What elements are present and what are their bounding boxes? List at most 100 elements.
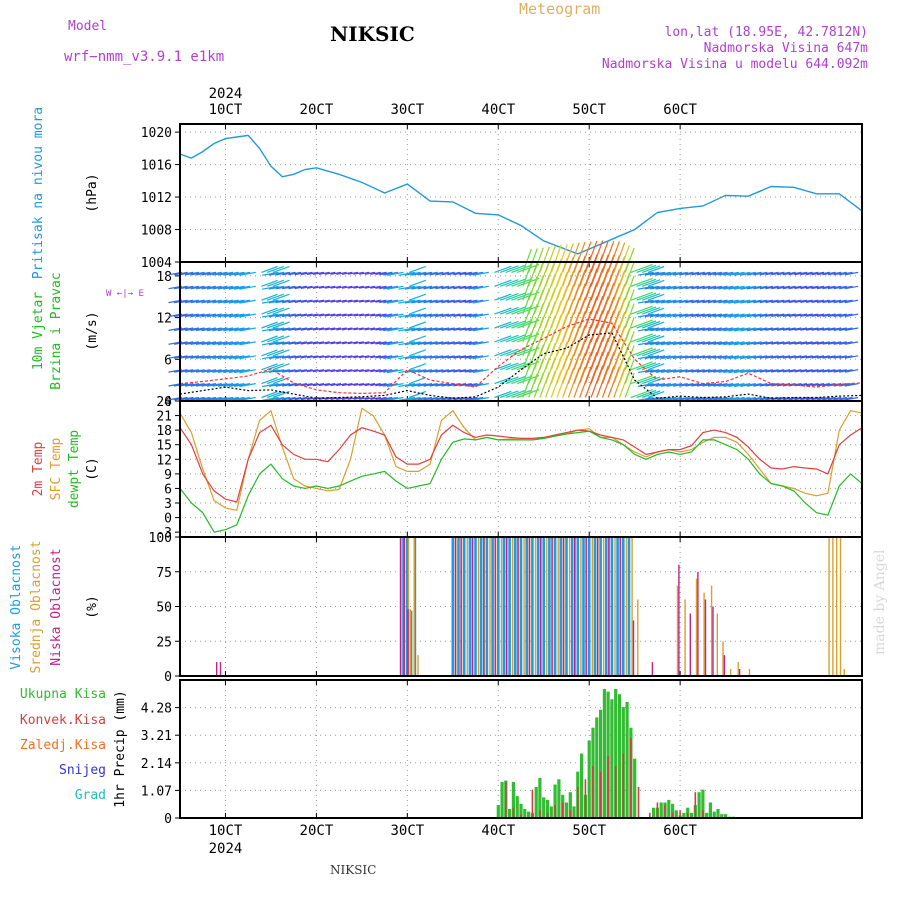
wind-arrow: [398, 355, 416, 360]
wind-arrow: [800, 341, 813, 345]
wind-arrow: [637, 285, 654, 290]
wind-arrow: [728, 383, 745, 388]
wind-arrow: [733, 341, 751, 346]
wind-arrow: [596, 254, 609, 287]
wind-arrow: [550, 356, 562, 384]
precip-convective-bar: [531, 789, 534, 818]
wind-arrow: [844, 355, 859, 359]
cloud-ylabel-mid: Srednja Oblacnost: [29, 540, 44, 673]
wind-arrow: [353, 299, 364, 303]
wind-arrow: [765, 355, 779, 359]
y-tick-label: 0: [164, 395, 172, 410]
wind-arrow: [644, 341, 660, 346]
wind-arrow: [429, 396, 444, 401]
wind-arrow: [312, 327, 325, 331]
wind-arrow: [411, 299, 427, 304]
wind-arrow: [404, 271, 421, 276]
wind-arrow: [833, 341, 847, 345]
wind-arrow: [636, 264, 657, 273]
wind-arrow: [545, 245, 556, 273]
wind-arrow: [472, 271, 489, 276]
wind-arrow: [636, 334, 657, 343]
wind-arrow: [822, 341, 836, 345]
precip-total-bar: [652, 807, 656, 818]
wind-arrow: [239, 299, 256, 304]
wind-arrow: [234, 355, 251, 360]
wind-arrow: [833, 271, 847, 276]
wind-arrow: [300, 341, 313, 345]
wind-arrow: [641, 265, 661, 273]
precip-total-bar: [557, 779, 561, 818]
wind-arrow: [630, 291, 653, 301]
wind-arrow: [794, 327, 808, 331]
wind-arrow: [386, 327, 404, 332]
wind-arrow: [556, 327, 568, 357]
wind-arrow: [696, 327, 711, 331]
wind-arrow: [383, 396, 399, 401]
wind-arrow: [179, 396, 194, 401]
wind-arrow: [411, 383, 427, 387]
wind-arrow: [765, 327, 779, 331]
wind-arrow: [223, 285, 239, 290]
cloud-high-bar: [559, 537, 563, 676]
wind-arrow: [728, 271, 745, 276]
wind-arrow: [494, 376, 512, 385]
wind-arrow: [550, 258, 562, 287]
wind-arrow: [666, 369, 683, 373]
wind-arrow: [839, 327, 853, 331]
wind-arrow: [370, 369, 381, 373]
wind-arrow: [408, 390, 427, 399]
wind-arrow: [641, 390, 661, 399]
wind-arrow: [811, 396, 825, 401]
precip-convective-bar: [505, 781, 507, 818]
wind-arrow: [341, 369, 353, 373]
wind-arrow: [441, 271, 455, 276]
wind-arrow: [330, 341, 342, 345]
wind-ylabel-1: 10m Vjetar: [31, 292, 46, 370]
wind-arrow: [644, 383, 660, 387]
wind-arrow: [423, 313, 438, 318]
precip-convective-bar: [614, 766, 617, 818]
wind-arrow: [494, 293, 512, 301]
watermark: made by Angel: [872, 549, 888, 656]
wind-arrow: [223, 369, 239, 373]
wind-arrow: [212, 341, 228, 346]
wind-arrow: [435, 383, 450, 387]
wind-arrow: [528, 317, 538, 343]
wind-arrow: [464, 285, 478, 290]
wind-arrow: [228, 369, 245, 374]
y-tick-label: 4.28: [141, 702, 172, 717]
wind-arrow: [353, 271, 364, 275]
wind-arrow: [364, 327, 376, 331]
precip-convective-bar: [664, 805, 666, 818]
wind-arrow: [261, 396, 279, 401]
wind-arrow: [275, 341, 291, 345]
y-tick-label: 75: [156, 566, 172, 581]
wind-arrow: [782, 396, 796, 401]
wind-arrow: [660, 396, 677, 401]
wind-arrow: [288, 396, 302, 401]
wind-arrow: [464, 341, 478, 345]
wind-arrow: [528, 248, 538, 273]
wind-arrow: [499, 306, 519, 315]
wind-arrow: [347, 355, 359, 359]
wind-arrow: [383, 355, 399, 359]
wind-arrow: [282, 327, 296, 331]
wind-arrow: [596, 351, 609, 384]
wind-arrow: [184, 271, 200, 276]
wind-arrow: [672, 341, 688, 346]
wind-arrow: [746, 396, 762, 401]
wind-arrow: [522, 318, 532, 343]
cloud-mid-bar: [625, 537, 628, 676]
wind-arrow: [637, 355, 654, 360]
wind-arrow: [827, 369, 842, 373]
wind-arrow: [453, 396, 467, 401]
footer-station: NIKSIC: [330, 863, 377, 877]
wind-arrow: [666, 285, 683, 290]
wind-arrow: [718, 369, 734, 373]
wind-arrow: [660, 313, 677, 318]
wind-arrow: [511, 264, 533, 273]
wind-arrow: [330, 327, 342, 331]
wind-arrow: [691, 355, 705, 359]
wind-arrow: [398, 285, 416, 290]
